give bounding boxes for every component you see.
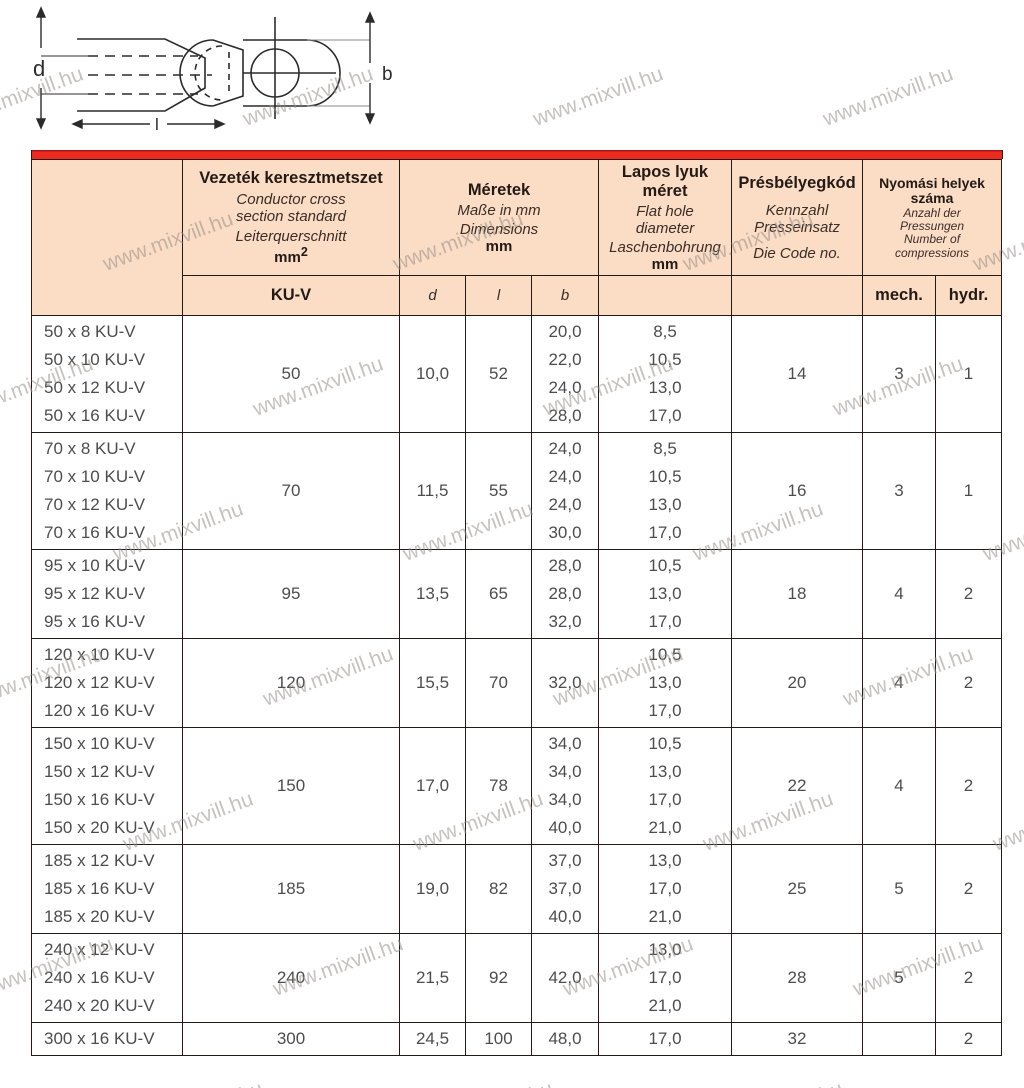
svg-text:b: b — [382, 64, 393, 85]
svg-text:d: d — [33, 56, 45, 81]
svg-text:l: l — [155, 115, 159, 134]
